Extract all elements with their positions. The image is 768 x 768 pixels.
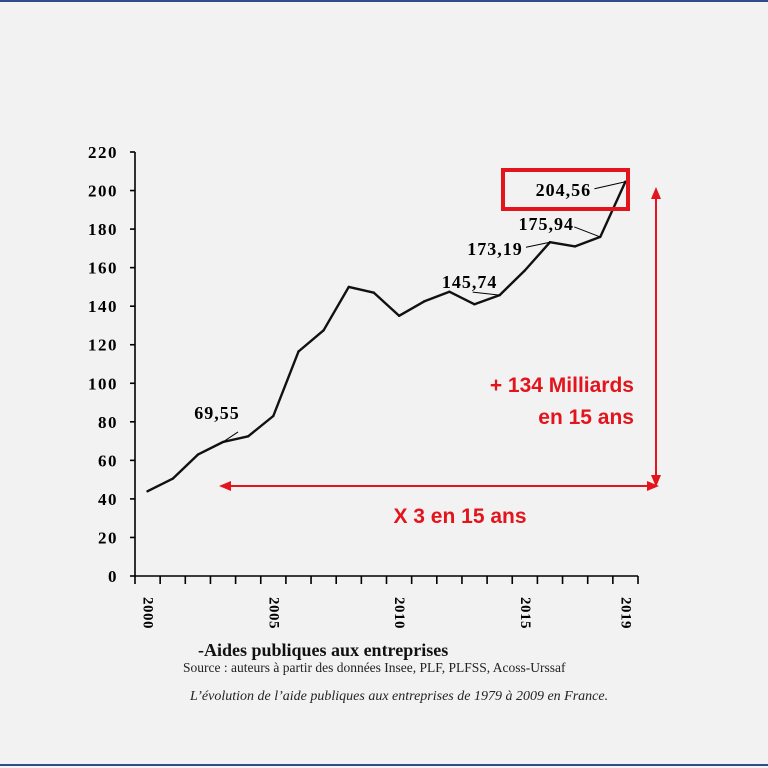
y-tick-label: 220 <box>88 143 118 162</box>
horizontal-double-arrow <box>219 481 659 491</box>
vertical-double-arrow <box>651 187 661 487</box>
data-point-2013 <box>473 303 476 306</box>
data-label-2014: 145,74 <box>442 272 498 292</box>
y-tick-label: 0 <box>108 567 118 586</box>
data-label-2016: 173,19 <box>467 239 523 259</box>
x-axis-ticks <box>134 576 639 584</box>
increase-annotation-line1: + 134 Milliards <box>490 374 634 397</box>
y-tick-label: 140 <box>88 297 118 316</box>
data-point-2015 <box>523 269 527 272</box>
x-tick-label: 2000 <box>140 597 156 629</box>
y-tick-label: 200 <box>88 182 118 201</box>
arrow-head-down <box>651 475 661 487</box>
legend: -Aides publiques aux entreprises <box>198 639 448 661</box>
data-point-2017 <box>573 245 577 248</box>
data-label-leader <box>574 226 601 238</box>
data-point-2002 <box>196 453 200 456</box>
x-tick-label: 2015 <box>517 597 533 629</box>
x-tick-label: 2010 <box>391 597 407 629</box>
arrow-head-up <box>651 187 661 199</box>
x-tick-label: 2019 <box>617 597 633 629</box>
data-point-2011 <box>423 300 426 303</box>
data-label-2018: 175,94 <box>519 214 575 234</box>
data-point-2004 <box>246 435 250 438</box>
frame-top-border <box>0 0 768 2</box>
increase-annotation-line2: en 15 ans <box>538 406 634 429</box>
data-points <box>146 180 627 493</box>
data-point-2001 <box>171 477 174 480</box>
figure-caption: L’évolution de l’aide publiques aux entr… <box>190 689 609 704</box>
data-point-2005 <box>272 414 275 418</box>
y-axis-ticks: 0 20 40 60 80 100 120 140 160 180 200 220 <box>88 143 135 586</box>
x-tick-label: 2005 <box>265 597 281 629</box>
data-label-2019: 204,56 <box>536 180 592 200</box>
y-tick-label: 180 <box>88 220 118 239</box>
y-tick-label: 80 <box>98 413 118 432</box>
y-tick-label: 20 <box>98 528 118 547</box>
multiplier-annotation: X 3 en 15 ans <box>393 505 526 528</box>
legend-line-marker: - <box>198 640 204 660</box>
data-point-2010 <box>397 314 401 318</box>
data-label-leader <box>222 431 239 443</box>
arrow-head-left <box>219 481 231 491</box>
data-label-leader <box>594 181 626 190</box>
frame-bottom-border <box>0 764 768 766</box>
y-tick-label: 100 <box>88 374 118 393</box>
y-tick-label: 160 <box>88 259 118 278</box>
series-line-aides-publiques <box>146 180 627 493</box>
y-tick-label: 40 <box>98 490 118 509</box>
data-point-2006 <box>297 350 300 353</box>
data-point-2012 <box>448 290 451 293</box>
data-point-2008 <box>347 285 350 289</box>
data-label-2003: 69,55 <box>194 403 240 423</box>
data-point-2007 <box>322 329 325 332</box>
highlight-box-last-value <box>501 168 630 211</box>
data-label-leader <box>525 241 551 248</box>
source-note: Source : auteurs à partir des données In… <box>183 660 566 675</box>
x-axis-tick-labels: 2000 2005 2010 2015 2019 <box>140 597 634 629</box>
data-label-leader <box>472 291 500 296</box>
y-tick-label: 60 <box>98 451 118 470</box>
arrow-head-right <box>647 481 659 491</box>
legend-series-name: Aides publiques aux entreprises <box>204 640 449 660</box>
data-point-2000 <box>146 490 149 493</box>
y-tick-label: 120 <box>88 336 118 355</box>
data-labels: 69,55 145,74 173,19 175,94 204,56 <box>194 180 626 443</box>
data-point-2009 <box>372 291 376 294</box>
